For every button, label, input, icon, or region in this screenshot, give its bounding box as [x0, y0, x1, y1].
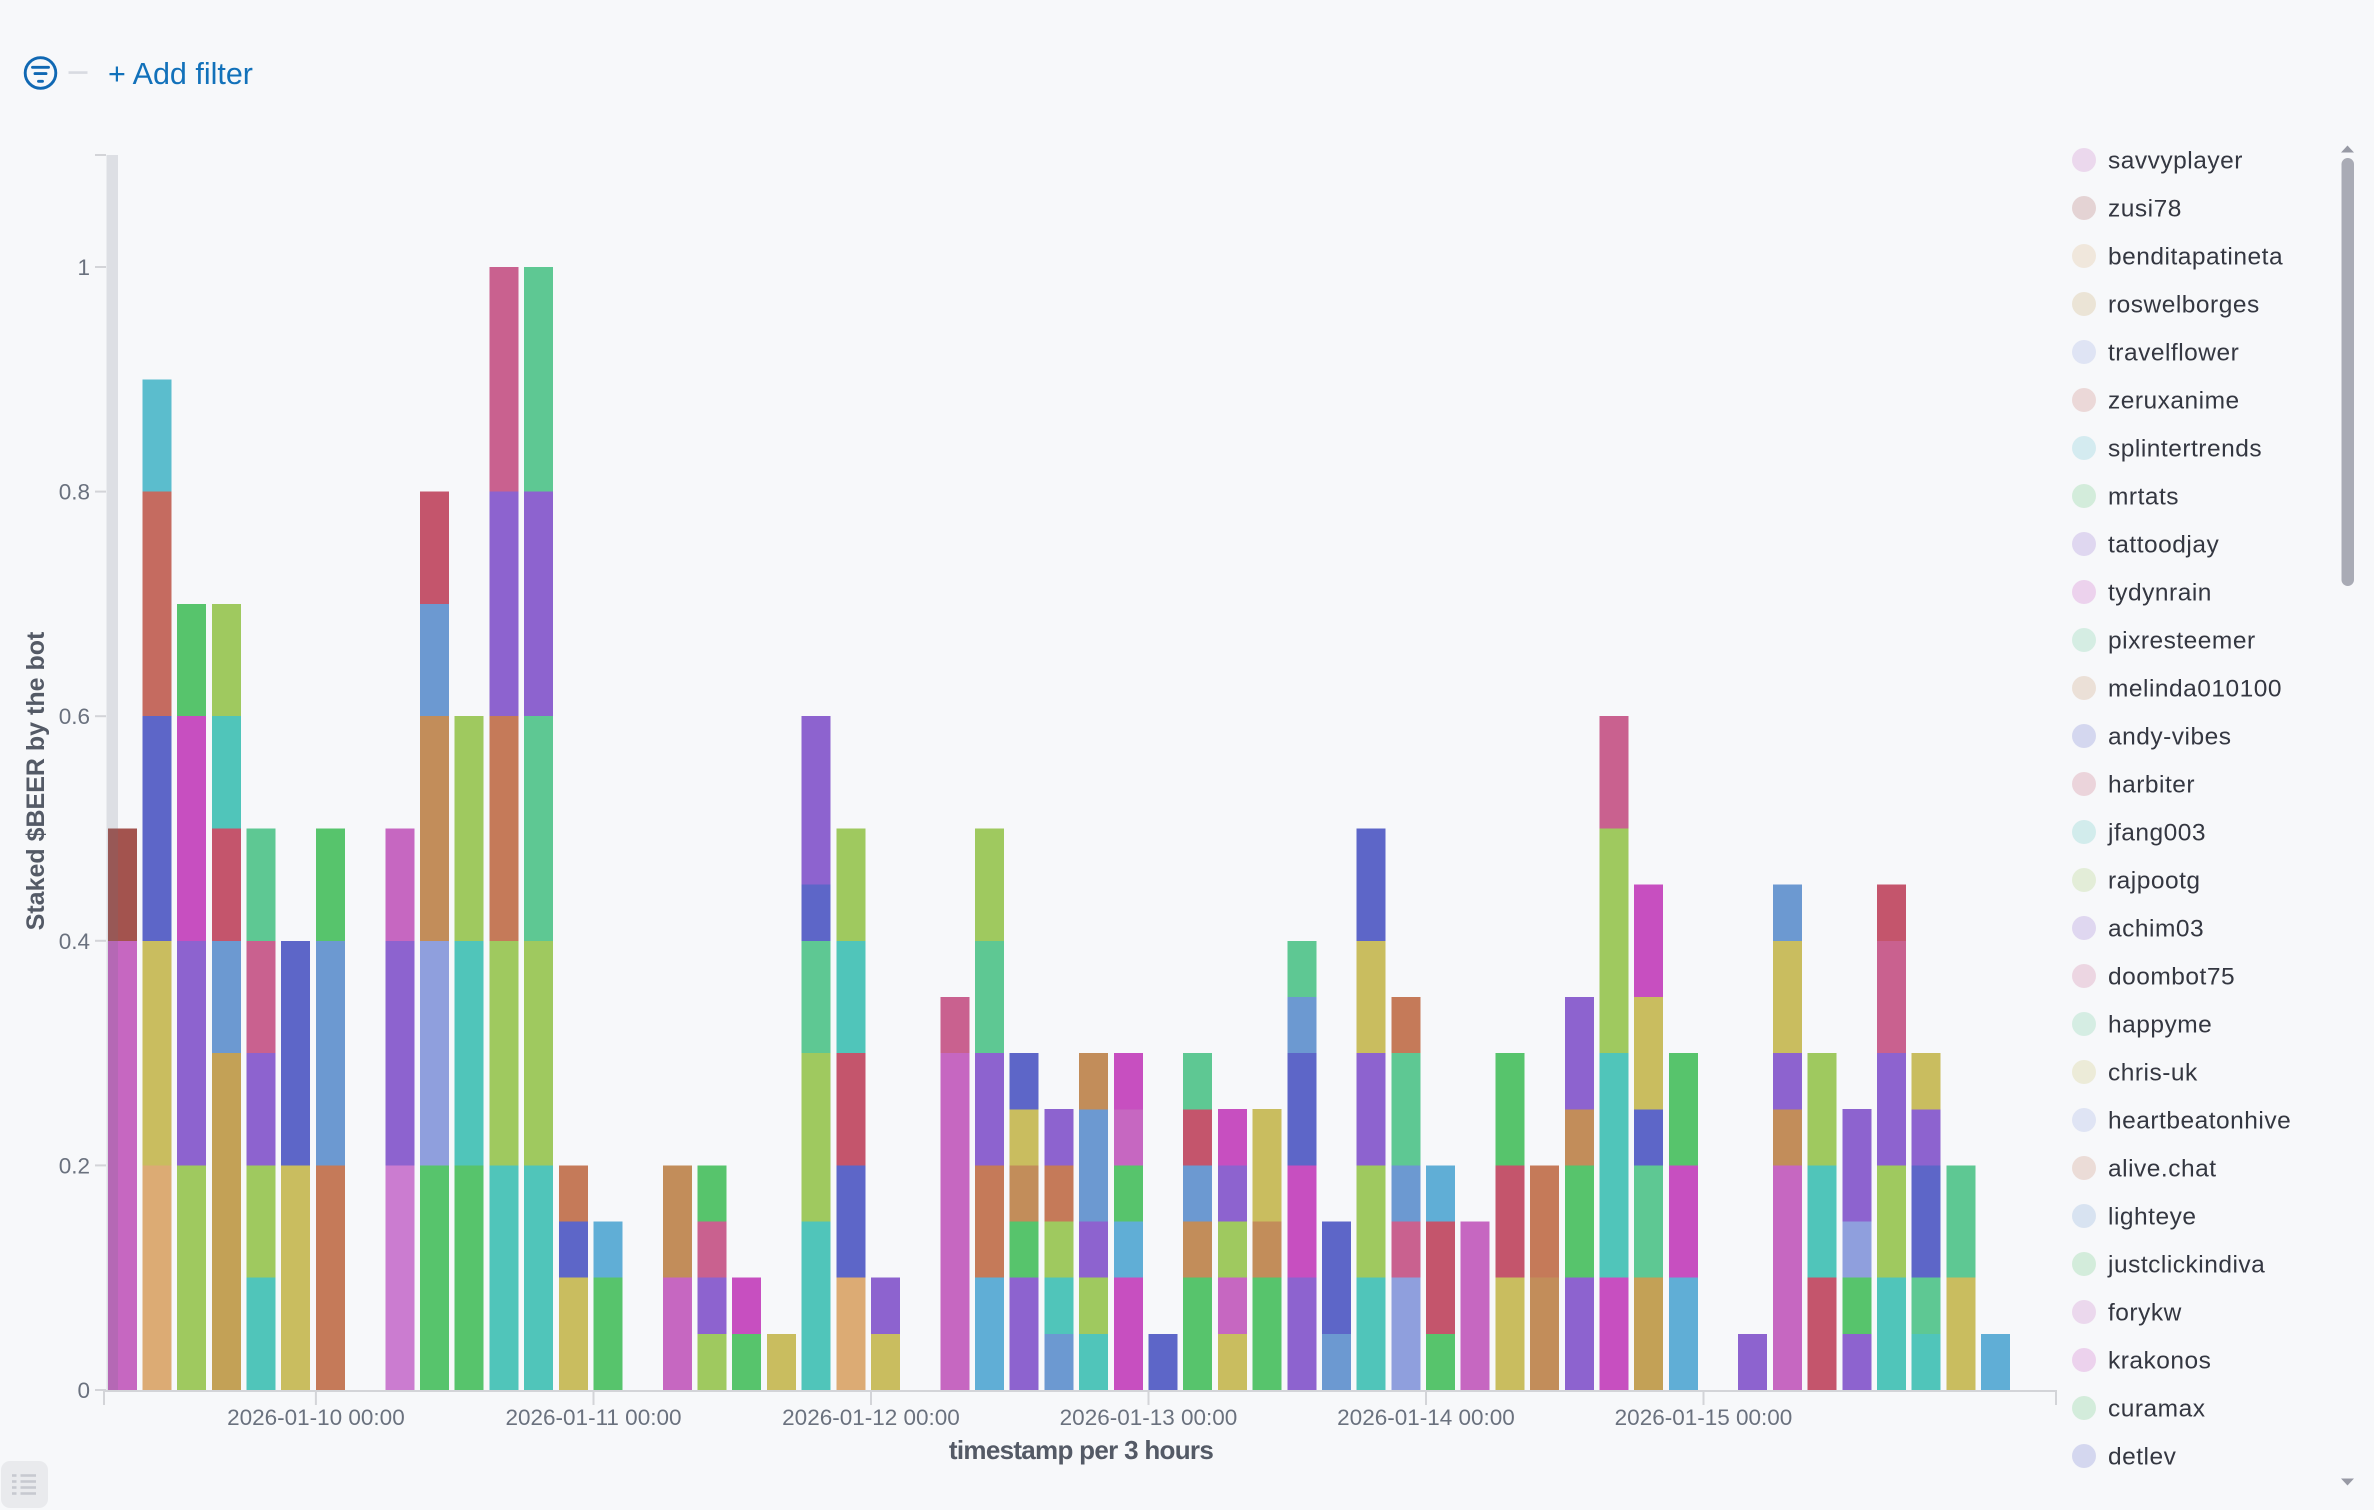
svg-text:rajpootg: rajpootg [2108, 868, 2201, 895]
svg-text:justclickindiva: justclickindiva [2107, 1252, 2265, 1279]
svg-text:tattoodjay: tattoodjay [2108, 532, 2219, 559]
svg-text:travelflower: travelflower [2108, 340, 2239, 367]
svg-text:timestamp per 3 hours: timestamp per 3 hours [949, 1435, 1213, 1465]
svg-text:krakonos: krakonos [2108, 1348, 2211, 1375]
svg-text:harbiter: harbiter [2108, 772, 2195, 799]
svg-text:0.6: 0.6 [59, 704, 90, 729]
svg-text:benditapatineta: benditapatineta [2108, 244, 2283, 271]
svg-text:2026-01-14 00:00: 2026-01-14 00:00 [1337, 1405, 1515, 1430]
svg-text:Staked $BEER by the bot: Staked $BEER by the bot [22, 631, 50, 930]
svg-text:happyme: happyme [2108, 1012, 2212, 1039]
svg-text:roswelborges: roswelborges [2108, 292, 2260, 319]
svg-text:doombot75: doombot75 [2108, 964, 2235, 991]
svg-text:zeruxanime: zeruxanime [2108, 388, 2240, 415]
svg-text:mrtats: mrtats [2108, 484, 2179, 511]
svg-text:zusi78: zusi78 [2108, 196, 2182, 223]
svg-text:1: 1 [77, 255, 90, 280]
svg-text:detlev: detlev [2108, 1444, 2177, 1471]
svg-text:savvyplayer: savvyplayer [2108, 148, 2243, 175]
svg-text:alive.chat: alive.chat [2108, 1156, 2217, 1183]
svg-text:melinda010100: melinda010100 [2108, 676, 2282, 703]
svg-text:+ Add filter: + Add filter [108, 57, 253, 91]
svg-text:2026-01-11 00:00: 2026-01-11 00:00 [506, 1405, 682, 1430]
svg-text:chris-uk: chris-uk [2108, 1060, 2198, 1087]
svg-text:2026-01-10 00:00: 2026-01-10 00:00 [227, 1405, 405, 1430]
svg-text:2026-01-12 00:00: 2026-01-12 00:00 [782, 1405, 960, 1430]
svg-text:achim03: achim03 [2108, 916, 2204, 943]
svg-text:2026-01-13 00:00: 2026-01-13 00:00 [1060, 1405, 1238, 1430]
svg-text:jfang003: jfang003 [2107, 820, 2206, 847]
svg-text:curamax: curamax [2108, 1396, 2205, 1423]
svg-text:2026-01-15 00:00: 2026-01-15 00:00 [1615, 1405, 1793, 1430]
svg-text:heartbeatonhive: heartbeatonhive [2108, 1108, 2291, 1135]
svg-text:pixresteemer: pixresteemer [2108, 628, 2256, 655]
svg-text:forykw: forykw [2108, 1300, 2182, 1327]
svg-text:0.2: 0.2 [59, 1153, 90, 1178]
svg-text:tydynrain: tydynrain [2108, 580, 2212, 607]
svg-text:0.4: 0.4 [59, 929, 90, 954]
svg-text:andy-vibes: andy-vibes [2108, 724, 2231, 751]
svg-text:0.8: 0.8 [59, 480, 90, 505]
svg-text:0: 0 [77, 1378, 90, 1403]
svg-text:splintertrends: splintertrends [2108, 436, 2262, 463]
svg-text:lighteye: lighteye [2108, 1204, 2196, 1231]
